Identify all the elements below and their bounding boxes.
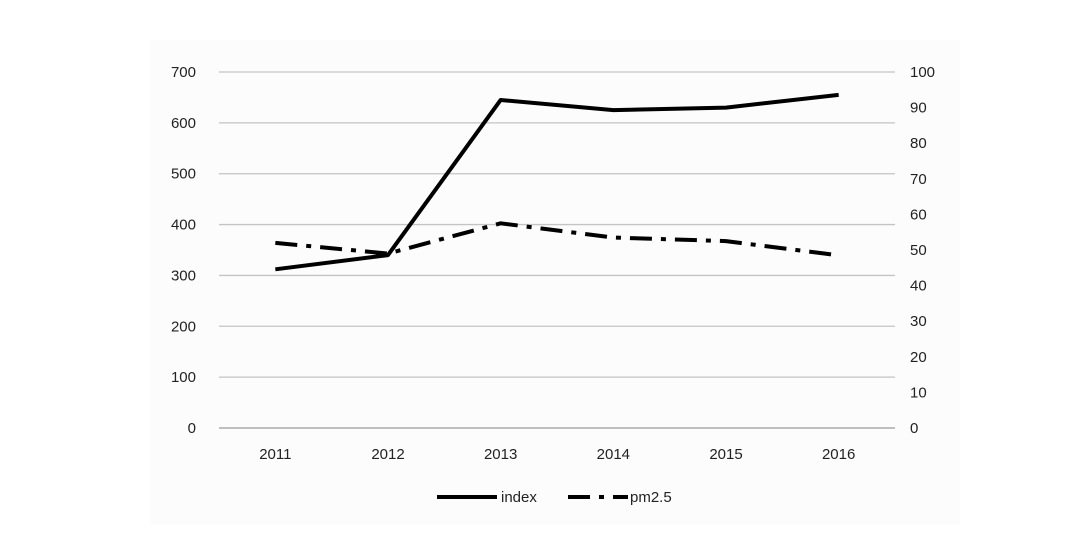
- right-y-tick-label: 80: [910, 135, 927, 152]
- right-y-tick-label: 90: [910, 100, 927, 117]
- right-y-tick-label: 100: [910, 64, 935, 81]
- legend-label-index: index: [501, 489, 537, 506]
- right-y-tick-label: 0: [910, 420, 918, 437]
- x-tick-label: 2014: [597, 446, 630, 463]
- legend-label-pm25: pm2.5: [630, 489, 672, 506]
- right-y-tick-label: 30: [910, 313, 927, 330]
- left-y-tick-label: 500: [171, 166, 196, 183]
- series-line-pm25: [275, 221, 839, 258]
- left-y-tick-label: 300: [171, 267, 196, 284]
- left-y-tick-label: 400: [171, 217, 196, 234]
- right-y-tick-label: 50: [910, 242, 927, 259]
- left-y-tick-label: 600: [171, 115, 196, 132]
- right-y-axis: 0 10 20 30 40 50 60 70 80 90 100: [910, 64, 935, 437]
- right-y-tick-label: 40: [910, 278, 927, 295]
- right-y-tick-label: 70: [910, 171, 927, 188]
- x-tick-label: 2013: [484, 446, 517, 463]
- left-y-axis: 0 100 200 300 400 500 600 700: [171, 64, 196, 437]
- x-tick-label: 2012: [371, 446, 404, 463]
- chart-panel: [150, 40, 960, 525]
- legend: index pm2.5: [437, 489, 672, 506]
- left-y-tick-label: 200: [171, 318, 196, 335]
- left-y-tick-label: 100: [171, 369, 196, 386]
- series-line-index: [275, 92, 839, 272]
- right-y-tick-label: 10: [910, 384, 927, 401]
- x-tick-label: 2015: [709, 446, 742, 463]
- left-y-tick-label: 700: [171, 64, 196, 81]
- x-tick-label: 2016: [822, 446, 855, 463]
- x-axis: 2011 2012 2013 2014 2015 2016: [259, 446, 855, 463]
- right-y-tick-label: 20: [910, 349, 927, 366]
- gridlines: [219, 71, 895, 429]
- right-y-tick-label: 60: [910, 206, 927, 223]
- x-tick-label: 2011: [259, 446, 291, 463]
- left-y-tick-label: 0: [188, 420, 196, 437]
- series-lines: [275, 92, 839, 272]
